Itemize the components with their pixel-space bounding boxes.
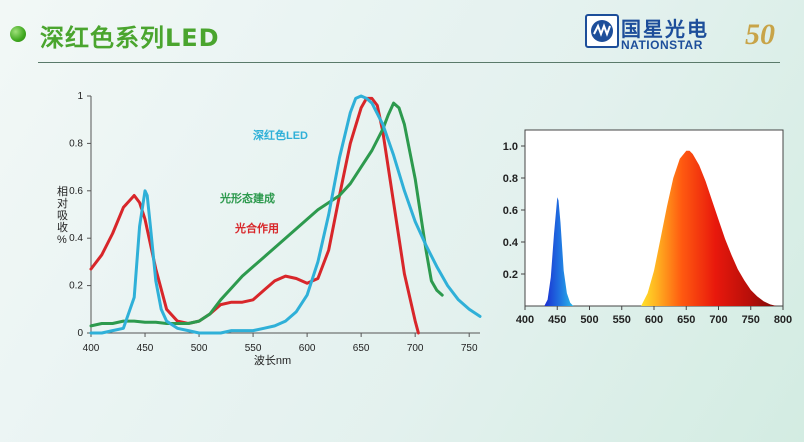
y-tick-label: 0.8 xyxy=(69,138,83,149)
x-axis-label: 波长nm xyxy=(254,354,291,367)
series-line-0 xyxy=(89,96,420,335)
company-logo: 国星光电 NATIONSTAR 50 xyxy=(585,14,795,58)
series-label-2: 深红色LED xyxy=(253,128,308,142)
x-tick-label: 450 xyxy=(548,314,566,326)
series-label-1: 光形态建成 xyxy=(219,191,275,205)
title-bullet-icon xyxy=(10,26,26,42)
spectrum-area-0 xyxy=(544,197,574,306)
series-label-0: 光合作用 xyxy=(234,221,279,235)
y-tick-label: 0.2 xyxy=(69,281,83,292)
y-tick-label: 1.0 xyxy=(503,141,518,153)
x-tick-label: 700 xyxy=(709,314,727,326)
x-tick-label: 450 xyxy=(137,343,154,354)
y-tick-label: 0.8 xyxy=(503,173,518,185)
logo-mark-icon xyxy=(585,14,619,48)
x-tick-label: 500 xyxy=(191,343,208,354)
y-tick-label: 0.6 xyxy=(503,205,518,217)
y-axis-label: 相对吸收% xyxy=(57,185,68,246)
x-tick-label: 600 xyxy=(645,314,663,326)
y-tick-label: 1 xyxy=(77,91,83,102)
x-tick-label: 400 xyxy=(83,343,100,354)
x-tick-label: 750 xyxy=(461,343,478,354)
x-tick-label: 650 xyxy=(353,343,370,354)
y-tick-label: 0.2 xyxy=(503,269,518,281)
x-tick-label: 500 xyxy=(580,314,598,326)
x-tick-label: 600 xyxy=(299,343,316,354)
x-tick-label: 650 xyxy=(677,314,695,326)
x-tick-label: 400 xyxy=(516,314,534,326)
logo-name-en: NATIONSTAR xyxy=(621,38,703,52)
x-tick-label: 550 xyxy=(613,314,631,326)
y-tick-label: 0.4 xyxy=(69,233,83,244)
x-tick-label: 700 xyxy=(407,343,424,354)
y-tick-label: 0.6 xyxy=(69,186,83,197)
x-tick-label: 750 xyxy=(742,314,760,326)
absorption-chart: 400 450 500 550 600 650 700 750 0 0.2 0.4 0.6 0.8 1 波长… xyxy=(57,91,482,367)
logo-name-cn: 国星光电 xyxy=(621,17,709,41)
spectrum-area-1 xyxy=(641,150,777,306)
y-tick-label: 0 xyxy=(77,328,83,339)
anniversary-mark: 50 xyxy=(745,18,775,51)
series-line-1 xyxy=(89,101,444,328)
slide-title: 深红色系列LED xyxy=(40,24,220,52)
x-tick-label: 550 xyxy=(245,343,262,354)
y-tick-label: 0.4 xyxy=(503,237,519,249)
x-tick-label: 800 xyxy=(774,314,792,326)
led-spectrum-chart: 400 450 500 550 600 650 700 750 800 0.2 0.4 0.6 0.8 1… xyxy=(503,129,792,326)
title-divider xyxy=(38,62,780,63)
series-line-2 xyxy=(89,94,482,335)
